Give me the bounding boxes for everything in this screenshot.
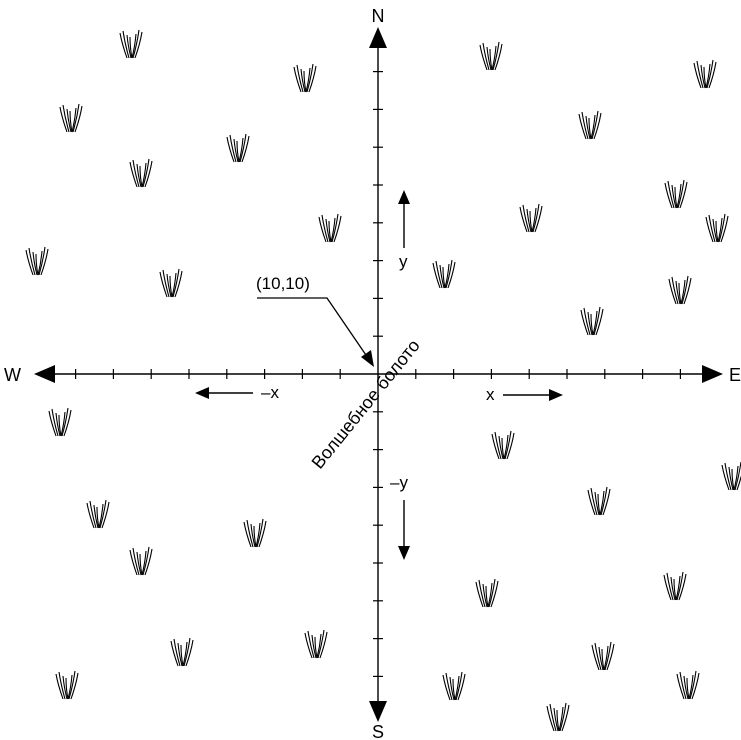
grass-tuft-icon bbox=[432, 259, 456, 289]
axis-ticks bbox=[74, 70, 682, 678]
grass-tuft-icon bbox=[119, 29, 143, 59]
grass-tuft-icon bbox=[304, 629, 328, 659]
arrow-head-icon bbox=[398, 546, 410, 560]
positive-y-arrow bbox=[398, 190, 410, 248]
arrow-head-icon bbox=[398, 190, 410, 204]
grass-tuft-icon bbox=[664, 179, 688, 209]
grass-tuft-icon bbox=[519, 203, 543, 233]
point-label: (10,10) bbox=[256, 274, 310, 293]
grass-tuft-icon bbox=[129, 546, 153, 576]
arrow-head-icon bbox=[195, 387, 209, 399]
point-leader-arrow bbox=[257, 297, 374, 367]
west-label: W bbox=[4, 365, 21, 385]
south-label: S bbox=[372, 722, 384, 740]
grass-tuft-icon bbox=[721, 461, 741, 491]
grass-tuft-icon bbox=[159, 268, 183, 298]
grass-tuft-icon bbox=[705, 213, 729, 243]
grass-tuft-icon bbox=[293, 63, 317, 93]
north-arrowhead-icon bbox=[369, 27, 387, 48]
negative-y-label: –y bbox=[390, 473, 408, 492]
grass-tuft-icon bbox=[318, 213, 342, 243]
grass-tuft-icon bbox=[25, 246, 49, 276]
grass-tuft-icon bbox=[591, 641, 615, 671]
grass-tuft-icon bbox=[243, 518, 267, 548]
grass-tuft-icon bbox=[475, 578, 499, 608]
grass-tuft-icon bbox=[170, 637, 194, 667]
grass-tuft-icon bbox=[580, 306, 604, 336]
negative-x-label: –x bbox=[261, 383, 279, 402]
positive-y-label: y bbox=[399, 252, 408, 271]
positive-x-label: x bbox=[486, 385, 495, 404]
grass-tuft-icon bbox=[479, 41, 503, 71]
grass-tuft-icon bbox=[55, 670, 79, 700]
positive-x-arrow bbox=[503, 389, 563, 401]
grass-tuft-icon bbox=[86, 499, 110, 529]
negative-y-arrow bbox=[398, 500, 410, 560]
arrow-head-icon bbox=[361, 350, 374, 367]
east-label: E bbox=[729, 365, 741, 385]
grass-tuft-icon bbox=[668, 275, 692, 305]
grass-tuft-icon bbox=[676, 670, 700, 700]
grass-tuft-icon bbox=[693, 59, 717, 89]
grass-tuft-icon bbox=[491, 430, 515, 460]
grass-tuft-icon bbox=[442, 671, 466, 701]
south-arrowhead-icon bbox=[369, 701, 387, 722]
east-arrowhead-icon bbox=[702, 365, 723, 383]
grass-tuft-icon bbox=[48, 407, 72, 437]
west-arrowhead-icon bbox=[34, 365, 55, 383]
grass-tuft-icon bbox=[663, 571, 687, 601]
grass-tuft-icon bbox=[59, 103, 83, 133]
grass-tuft-icon bbox=[546, 702, 570, 732]
grass-tuft-icon bbox=[129, 158, 153, 188]
grass-tuft-icon bbox=[226, 133, 250, 163]
negative-x-arrow bbox=[195, 387, 253, 399]
arrow-head-icon bbox=[549, 389, 563, 401]
grass-tuft-icon bbox=[587, 486, 611, 516]
grass-tuft-icon bbox=[578, 110, 602, 140]
north-label: N bbox=[372, 6, 385, 26]
